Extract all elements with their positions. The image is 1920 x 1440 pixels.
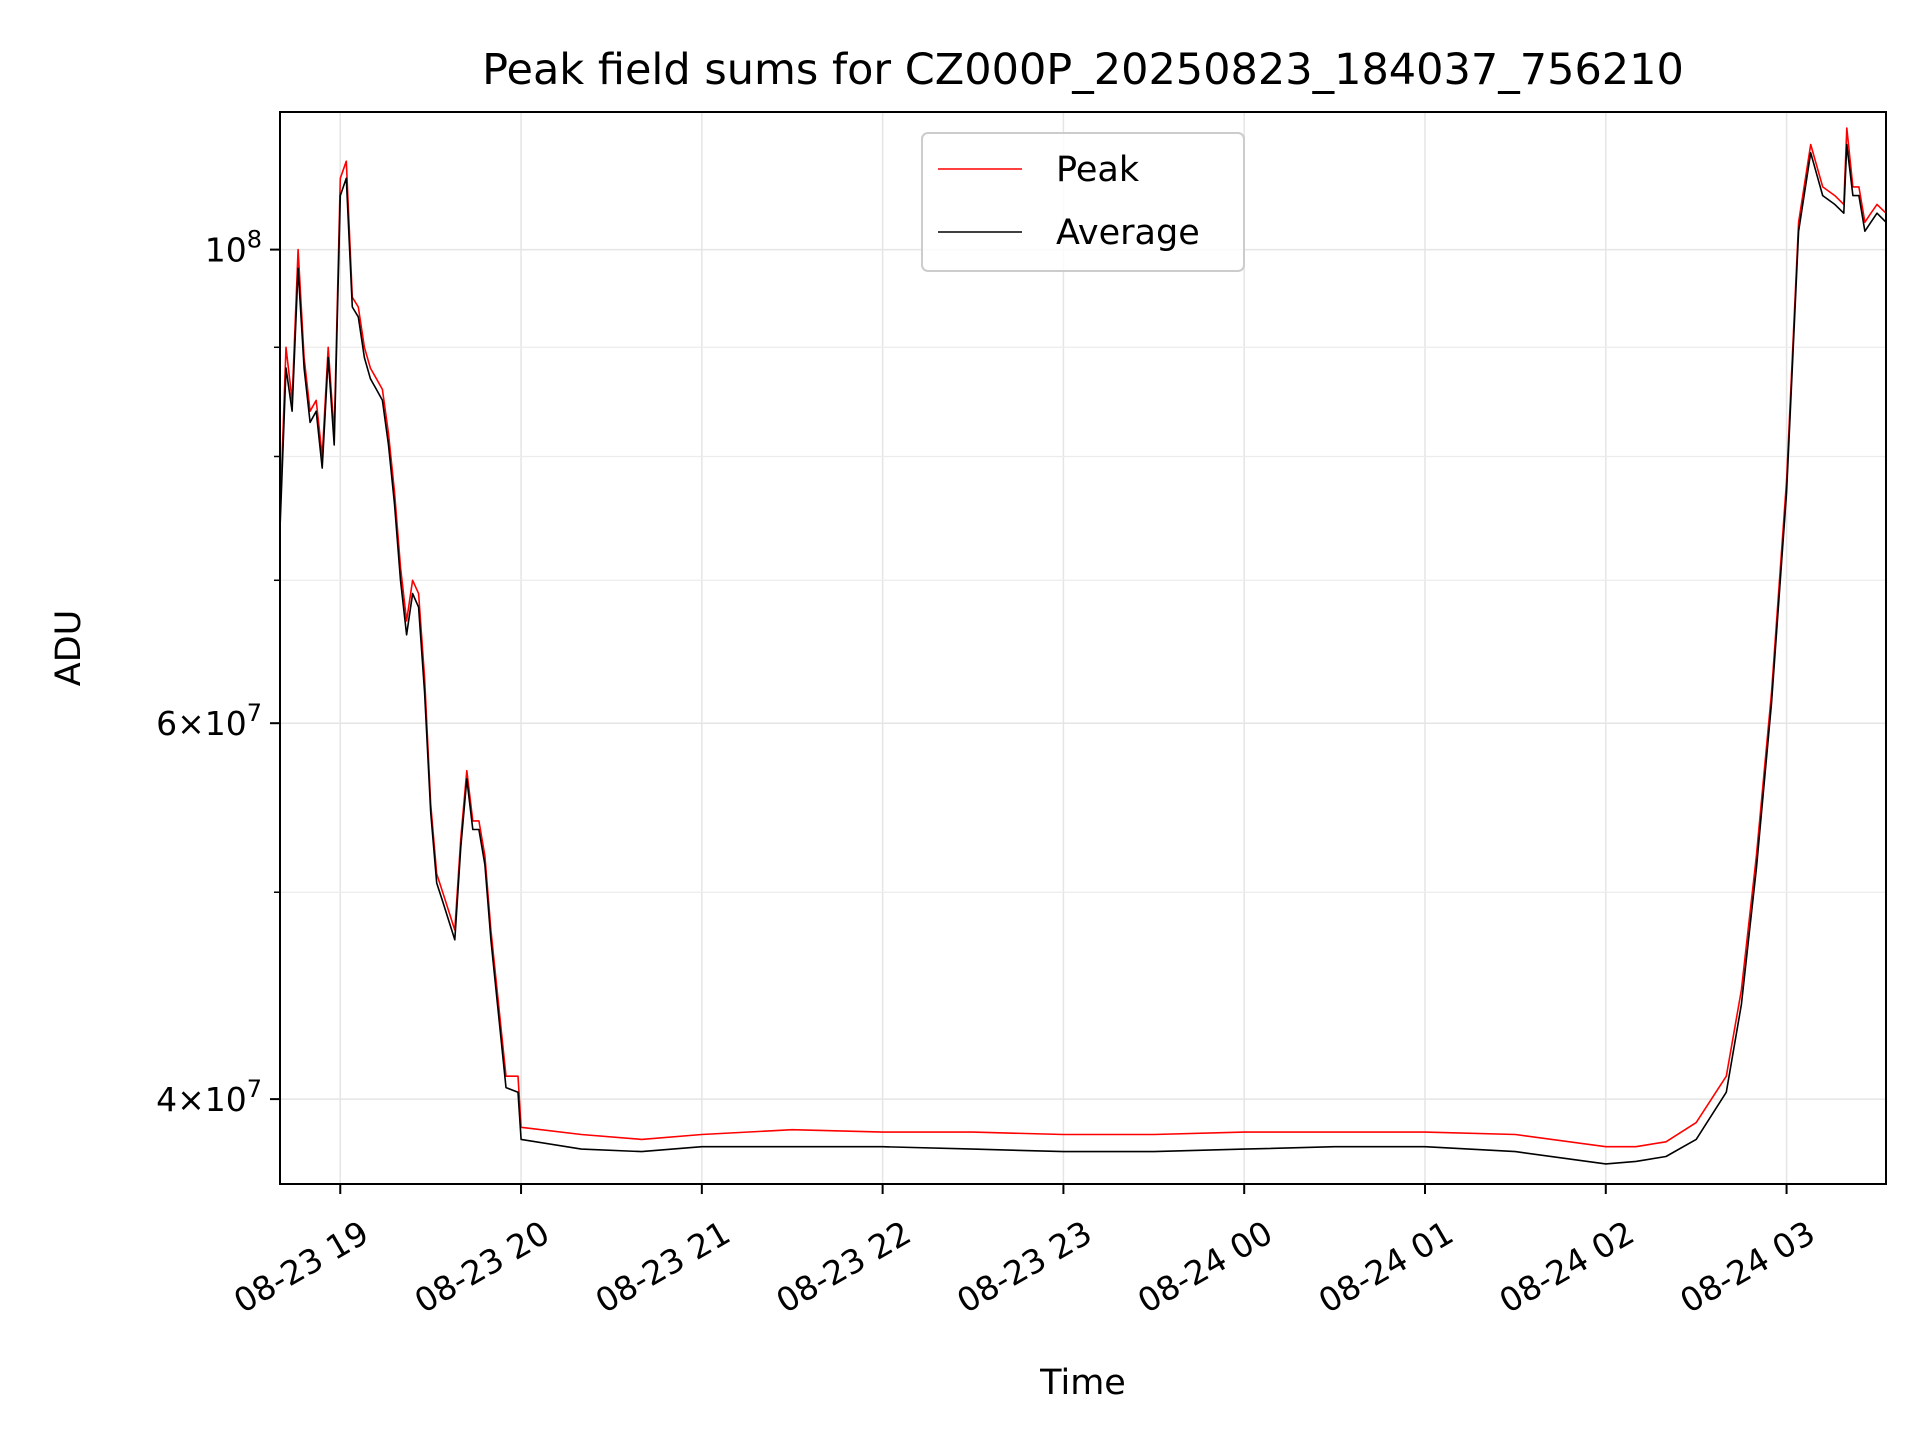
grid [280,112,1886,1184]
chart-title: Peak field sums for CZ000P_20250823_1840… [482,45,1684,95]
axes-frame [279,111,1887,1185]
x-axis-label: Time [1039,1363,1126,1403]
legend-average-label: Average [1056,213,1200,253]
y-axis: 4×107 6×107 108 [156,226,280,1119]
y-tick-label: 108 [205,226,262,270]
y-tick-label: 6×107 [156,699,262,743]
legend-peak-label: Peak [1056,150,1140,190]
plot-area [280,112,1886,1184]
legend-box [921,132,1245,272]
y-axis-label: ADU [49,610,89,687]
series-line-average [279,143,1887,1165]
y-tick-label: 4×107 [156,1075,262,1119]
series-lines [279,127,1887,1165]
legend: Peak Average [921,132,1245,272]
